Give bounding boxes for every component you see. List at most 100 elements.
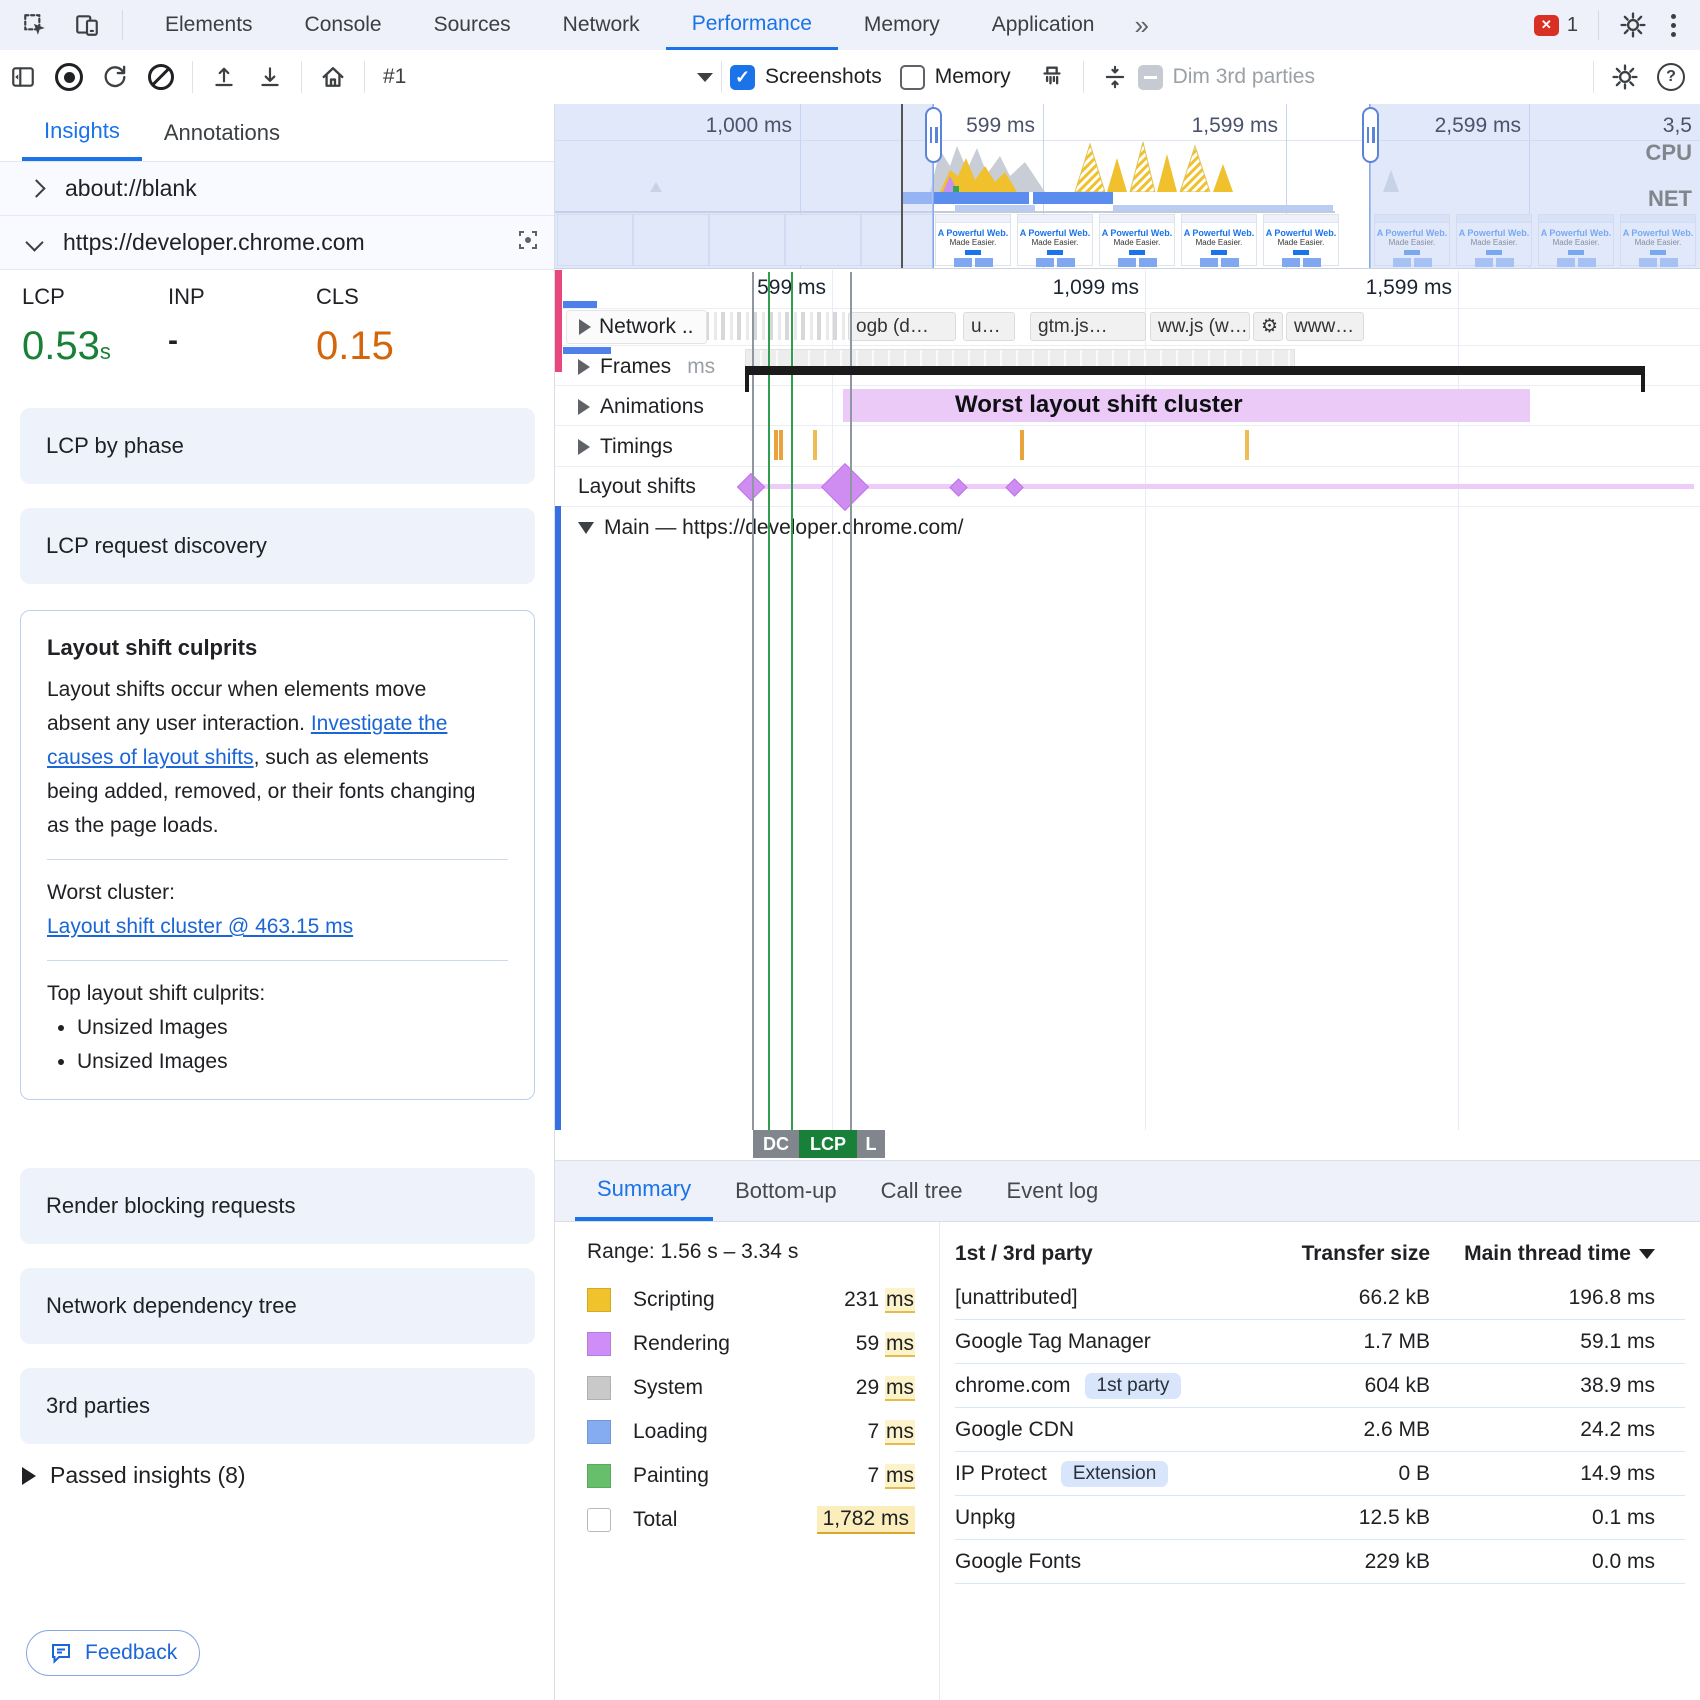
animation-bar[interactable] <box>843 389 1530 422</box>
feedback-button[interactable]: Feedback <box>26 1630 201 1676</box>
network-request-chip[interactable]: ogb (d… <box>848 312 956 341</box>
insight-3rd-parties[interactable]: 3rd parties <box>20 1368 535 1444</box>
network-request-chip[interactable]: www… <box>1286 312 1364 341</box>
filmstrip-thumbnail[interactable]: A Powerful Web.Made Easier. <box>935 214 1011 267</box>
nav-item-chrome[interactable]: https://developer.chrome.com <box>0 216 554 270</box>
main-thread-time-value: 196.8 ms <box>1568 1285 1655 1309</box>
tab-performance[interactable]: Performance <box>665 0 838 50</box>
page-event-marker-l[interactable]: L <box>857 1130 885 1158</box>
table-row[interactable]: Google CDN 2.6 MB 24.2 ms <box>955 1408 1685 1452</box>
tab-application[interactable]: Application <box>991 13 1095 36</box>
screenshots-checkbox[interactable]: ✓ <box>730 64 755 90</box>
tab-console[interactable]: Console <box>304 13 382 36</box>
column-transfer-size[interactable]: Transfer size <box>1301 1242 1430 1265</box>
details-tab-bottom-up[interactable]: Bottom-up <box>735 1178 837 1203</box>
insight-body: Layout shifts occur when elements move a… <box>47 678 476 837</box>
record-button[interactable] <box>46 54 92 100</box>
timing-marker[interactable] <box>1020 430 1024 460</box>
selection-handle[interactable] <box>1362 107 1379 163</box>
track-frames[interactable]: Frames ms <box>578 355 715 379</box>
network-request-chip[interactable]: gtm.js… <box>1030 312 1146 341</box>
table-row[interactable]: IP Protect Extension 0 B 14.9 ms <box>955 1452 1685 1496</box>
network-requests-micro[interactable] <box>705 312 845 340</box>
network-request-chip[interactable]: ⚙ <box>1253 312 1283 341</box>
insight-lcp-request-discovery[interactable]: LCP request discovery <box>20 508 535 584</box>
upload-profile-icon[interactable] <box>201 54 247 100</box>
table-row[interactable]: Google Fonts 229 kB 0.0 ms <box>955 1540 1685 1584</box>
inspect-element-icon[interactable] <box>22 12 48 38</box>
track-layout-shifts[interactable]: Layout shifts <box>578 475 696 498</box>
table-row[interactable]: chrome.com 1st party 604 kB 38.9 ms <box>955 1364 1685 1408</box>
layout-shift-diamond[interactable] <box>1004 477 1024 497</box>
transfer-size-value: 604 kB <box>1364 1373 1430 1397</box>
insight-layout-shift-culprits[interactable]: Layout shift culprits Layout shifts occu… <box>20 610 535 1100</box>
insight-lcp-by-phase[interactable]: LCP by phase <box>20 408 535 484</box>
memory-checkbox[interactable] <box>899 64 925 90</box>
filmstrip-thumbnail[interactable]: A Powerful Web.Made Easier. <box>1017 214 1093 267</box>
device-toolbar-icon[interactable] <box>74 12 100 38</box>
column-main-thread-time[interactable]: Main thread time <box>1430 1242 1655 1266</box>
network-request-chip[interactable]: u… <box>963 312 1015 341</box>
nav-item-label: about://blank <box>65 175 197 201</box>
page-event-marker-dc[interactable]: DC <box>753 1130 799 1158</box>
home-icon[interactable] <box>310 54 356 100</box>
filmstrip-thumbnail[interactable]: A Powerful Web.Made Easier. <box>1099 214 1175 267</box>
tab-sources[interactable]: Sources <box>433 13 511 36</box>
page-event-marker-lcp[interactable]: LCP <box>799 1130 857 1158</box>
details-tab-summary[interactable]: Summary <box>575 1161 714 1221</box>
layout-shift-diamond[interactable] <box>948 477 968 497</box>
dim-3rd-parties-checkbox[interactable] <box>1137 64 1163 90</box>
column-party[interactable]: 1st / 3rd party <box>955 1242 1093 1265</box>
timing-marker[interactable] <box>779 430 783 460</box>
timeline-tracks: Network .. Frames ms Animations Worst la… <box>555 270 1700 1160</box>
table-row[interactable]: Unpkg 12.5 kB 0.1 ms <box>955 1496 1685 1540</box>
help-icon[interactable]: ? <box>1648 54 1694 100</box>
profile-select[interactable]: #1 <box>383 57 713 97</box>
nav-item-blank[interactable]: about://blank <box>0 162 554 216</box>
download-profile-icon[interactable] <box>247 54 293 100</box>
selection-handle[interactable] <box>925 107 942 163</box>
network-request-chip[interactable]: ww.js (w… <box>1150 312 1250 341</box>
customize-menu-icon[interactable] <box>1667 10 1680 41</box>
screenshot-region-icon[interactable] <box>516 228 540 257</box>
tab-annotations[interactable]: Annotations <box>163 119 281 145</box>
tab-elements[interactable]: Elements <box>165 13 253 36</box>
insight-network-dependency-tree[interactable]: Network dependency tree <box>20 1268 535 1344</box>
details-tab-call-tree[interactable]: Call tree <box>880 1178 963 1203</box>
worst-cluster-link[interactable]: Layout shift cluster @ 463.15 ms <box>47 915 354 938</box>
table-row[interactable]: Google Tag Manager 1.7 MB 59.1 ms <box>955 1320 1685 1364</box>
timing-marker[interactable] <box>774 430 778 460</box>
more-tabs-icon[interactable]: » <box>1134 9 1149 40</box>
toggle-sidebar-icon[interactable] <box>0 54 46 100</box>
track-animations[interactable]: Animations <box>578 395 704 419</box>
top-culprits-label: Top layout shift culprits: <box>47 982 266 1005</box>
layout-shift-diamond[interactable] <box>736 472 766 502</box>
error-badge-icon[interactable]: ✕ <box>1533 14 1559 36</box>
timeline-overview[interactable]: A Powerful Web. Made Easier. A Powerful We… <box>555 104 1700 269</box>
tab-network[interactable]: Network <box>562 13 640 36</box>
garbage-collect-icon[interactable] <box>1029 54 1075 100</box>
range-label: Range: 1.56 s – 3.34 s <box>587 1240 799 1263</box>
reload-record-icon[interactable] <box>92 54 138 100</box>
clear-icon[interactable] <box>138 54 184 100</box>
legend-label: Rendering <box>633 1332 730 1355</box>
passed-insights-toggle[interactable]: Passed insights (8) <box>22 1462 246 1489</box>
timing-marker[interactable] <box>1245 430 1249 460</box>
panel-settings-gear-icon[interactable] <box>1602 54 1648 100</box>
tab-memory[interactable]: Memory <box>863 13 940 36</box>
timing-marker[interactable] <box>813 430 817 460</box>
collapse-sanitize-icon[interactable] <box>1092 54 1138 100</box>
tab-insights[interactable]: Insights <box>22 104 142 161</box>
track-main-thread[interactable]: Main — https://developer.chrome.com/ <box>578 516 964 540</box>
details-tab-event-log[interactable]: Event log <box>1006 1178 1099 1203</box>
table-row[interactable]: [unattributed] 66.2 kB 196.8 ms <box>955 1276 1685 1320</box>
track-network-label[interactable]: Network .. <box>566 310 707 344</box>
investigate-link[interactable]: Investigate the causes of layout shifts <box>47 712 448 769</box>
filmstrip-thumbnail[interactable]: A Powerful Web.Made Easier. <box>1181 214 1257 267</box>
insight-render-blocking[interactable]: Render blocking requests <box>20 1168 535 1244</box>
layout-shift-diamond[interactable] <box>820 462 870 512</box>
legend-value: 7 ms <box>867 1420 915 1445</box>
filmstrip-thumbnail[interactable]: A Powerful Web.Made Easier. <box>1263 214 1339 267</box>
track-timings[interactable]: Timings <box>578 435 673 459</box>
settings-gear-icon[interactable] <box>1619 11 1647 39</box>
